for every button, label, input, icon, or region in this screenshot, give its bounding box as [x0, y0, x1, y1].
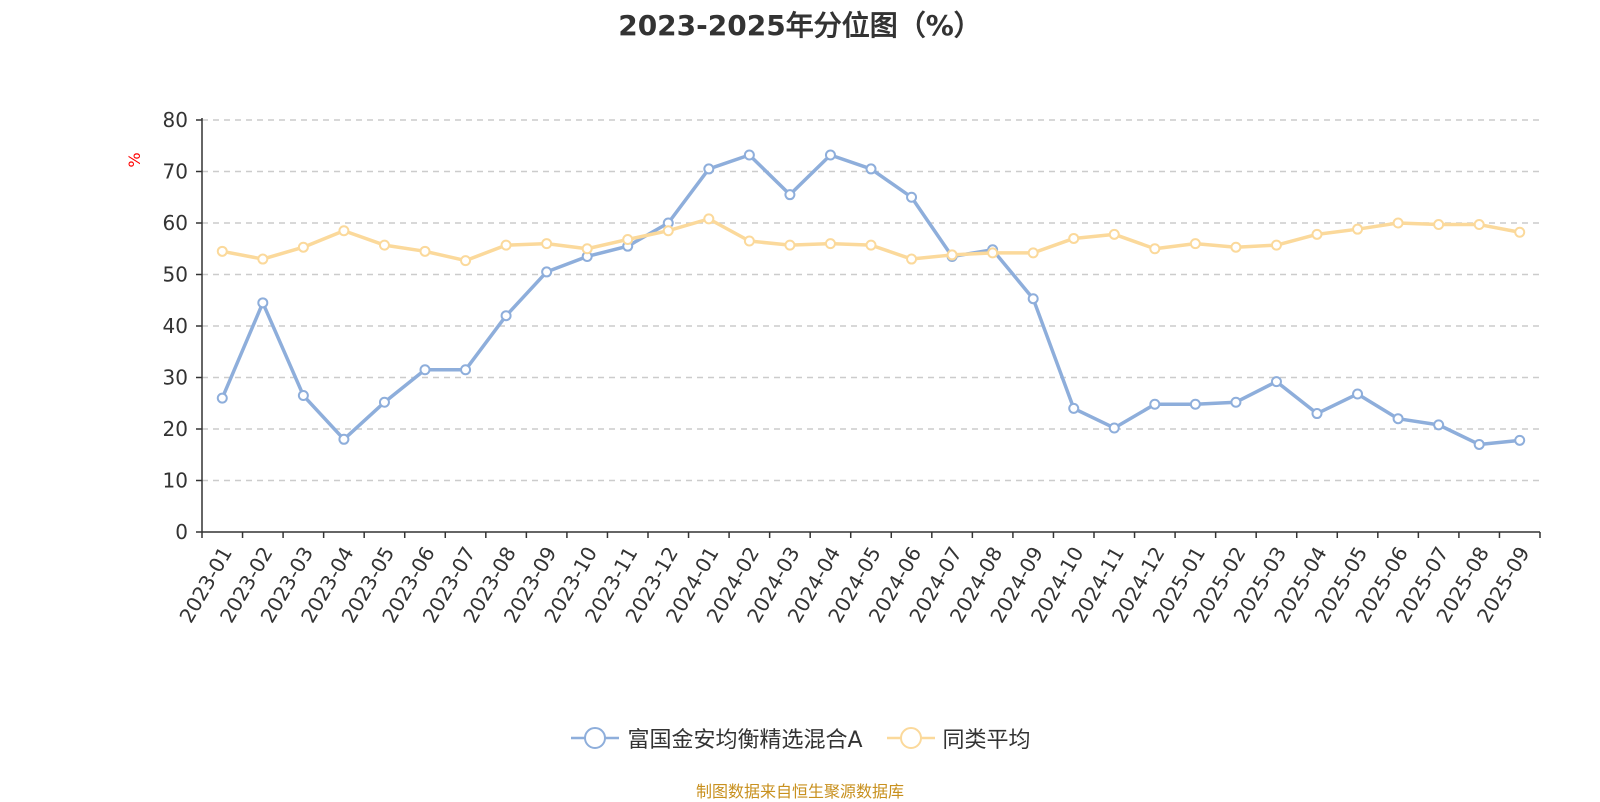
series-1: [216, 213, 1526, 267]
y-tick-label: 30: [163, 366, 188, 390]
data-point[interactable]: [216, 392, 228, 404]
data-point[interactable]: [541, 266, 553, 278]
y-tick-label: 70: [163, 160, 188, 184]
axes: 010203040506070802023-012023-022023-0320…: [163, 108, 1541, 627]
legend-marker-icon: [886, 727, 935, 749]
data-point[interactable]: [1108, 228, 1120, 240]
data-point[interactable]: [378, 239, 390, 251]
legend: 富国金安均衡精选混合A 同类平均: [0, 722, 1600, 754]
legend-marker-icon: [571, 727, 620, 749]
data-point[interactable]: [297, 241, 309, 253]
legend-label: 富国金安均衡精选混合A: [627, 728, 863, 753]
data-point[interactable]: [378, 396, 390, 408]
data-point[interactable]: [1230, 396, 1242, 408]
data-point[interactable]: [1068, 402, 1080, 414]
data-point[interactable]: [743, 149, 755, 161]
legend-label: 同类平均: [942, 728, 1031, 753]
data-point[interactable]: [1149, 398, 1161, 410]
data-point[interactable]: [906, 253, 918, 265]
data-point[interactable]: [1270, 376, 1282, 388]
data-point[interactable]: [1068, 232, 1080, 244]
data-point[interactable]: [703, 213, 715, 225]
data-point[interactable]: [987, 247, 999, 259]
data-point[interactable]: [581, 243, 593, 255]
chart-title: 2023-2025年分位图（%）: [618, 9, 982, 42]
data-point[interactable]: [662, 225, 674, 237]
data-point[interactable]: [1149, 243, 1161, 255]
y-tick-label: 60: [163, 211, 188, 235]
data-point[interactable]: [865, 163, 877, 175]
y-tick-label: 40: [163, 314, 188, 338]
y-tick-label: 50: [163, 263, 188, 287]
legend-item[interactable]: 富国金安均衡精选混合A: [569, 722, 863, 754]
legend-item[interactable]: 同类平均: [885, 722, 1031, 754]
data-point[interactable]: [216, 245, 228, 257]
data-point[interactable]: [500, 239, 512, 251]
data-point[interactable]: [1311, 228, 1323, 240]
data-point[interactable]: [1108, 422, 1120, 434]
data-point[interactable]: [1392, 217, 1404, 229]
data-point[interactable]: [1352, 388, 1364, 400]
data-point[interactable]: [1189, 398, 1201, 410]
data-point[interactable]: [419, 364, 431, 376]
data-point[interactable]: [703, 163, 715, 175]
grid-lines: [202, 119, 1540, 482]
data-point[interactable]: [946, 249, 958, 261]
data-point[interactable]: [1311, 408, 1323, 420]
series-lines: [216, 149, 1526, 450]
data-point[interactable]: [906, 191, 918, 203]
data-point[interactable]: [500, 310, 512, 322]
data-point[interactable]: [1514, 226, 1526, 238]
data-point[interactable]: [784, 189, 796, 201]
data-point[interactable]: [784, 239, 796, 251]
data-point[interactable]: [257, 297, 269, 309]
data-point[interactable]: [743, 235, 755, 247]
data-point[interactable]: [1473, 438, 1485, 450]
data-point[interactable]: [1189, 238, 1201, 250]
data-point[interactable]: [1514, 434, 1526, 446]
data-point[interactable]: [1433, 219, 1445, 231]
y-tick-label: 0: [175, 520, 188, 544]
data-point[interactable]: [1473, 219, 1485, 231]
data-point[interactable]: [865, 239, 877, 251]
data-point[interactable]: [1270, 239, 1282, 251]
data-point[interactable]: [1027, 247, 1039, 259]
y-tick-label: 20: [163, 417, 188, 441]
source-note: 制图数据来自恒生聚源数据库: [695, 782, 904, 801]
y-tick-label: 10: [163, 469, 188, 493]
data-point[interactable]: [824, 238, 836, 250]
series-0: [216, 149, 1526, 450]
series-line: [220, 153, 1520, 447]
data-point[interactable]: [460, 364, 472, 376]
data-point[interactable]: [419, 245, 431, 257]
data-point[interactable]: [1433, 419, 1445, 431]
data-point[interactable]: [338, 433, 350, 445]
data-point[interactable]: [622, 233, 634, 245]
data-point[interactable]: [1392, 413, 1404, 425]
data-point[interactable]: [297, 390, 309, 402]
data-point[interactable]: [1230, 241, 1242, 253]
y-axis-unit-label: %: [125, 152, 144, 167]
data-point[interactable]: [541, 238, 553, 250]
data-point[interactable]: [257, 253, 269, 265]
data-point[interactable]: [460, 255, 472, 267]
data-point[interactable]: [824, 149, 836, 161]
data-point[interactable]: [1027, 293, 1039, 305]
data-point[interactable]: [1352, 223, 1364, 235]
data-point[interactable]: [338, 225, 350, 237]
y-tick-label: 80: [163, 108, 188, 132]
